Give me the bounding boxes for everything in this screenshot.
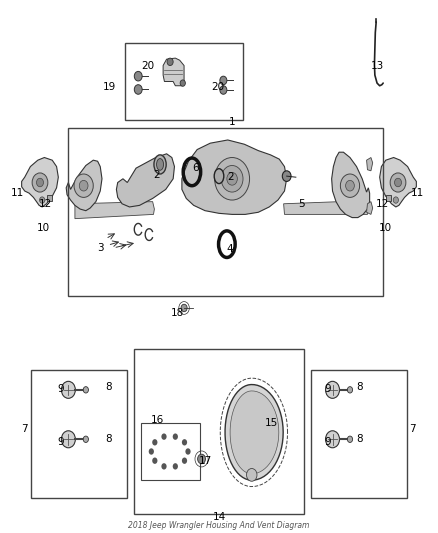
- Text: 13: 13: [371, 61, 384, 70]
- Circle shape: [390, 173, 406, 192]
- Circle shape: [393, 197, 399, 203]
- Text: 9: 9: [58, 437, 64, 447]
- Circle shape: [185, 448, 191, 455]
- Circle shape: [36, 178, 43, 187]
- Text: 8: 8: [356, 382, 363, 392]
- Circle shape: [39, 197, 45, 203]
- Circle shape: [152, 439, 157, 446]
- Circle shape: [182, 457, 187, 464]
- Text: 9: 9: [324, 437, 331, 447]
- Text: 5: 5: [299, 199, 305, 209]
- Text: 12: 12: [39, 199, 52, 209]
- Circle shape: [347, 436, 353, 442]
- Text: 2: 2: [154, 170, 160, 180]
- Text: 2018 Jeep Wrangler Housing And Vent Diagram: 2018 Jeep Wrangler Housing And Vent Diag…: [128, 521, 310, 530]
- Polygon shape: [380, 158, 417, 207]
- Circle shape: [220, 86, 227, 94]
- Text: 3: 3: [97, 243, 103, 253]
- Circle shape: [283, 171, 291, 181]
- Text: 8: 8: [106, 382, 112, 392]
- Text: 9: 9: [324, 384, 331, 394]
- Circle shape: [215, 158, 250, 200]
- Bar: [134, 349, 304, 514]
- Circle shape: [173, 433, 178, 440]
- FancyBboxPatch shape: [46, 195, 52, 200]
- Text: 14: 14: [212, 512, 226, 522]
- Circle shape: [83, 436, 88, 442]
- Bar: [125, 43, 243, 120]
- Polygon shape: [182, 140, 287, 214]
- Circle shape: [340, 174, 360, 197]
- Polygon shape: [332, 152, 370, 217]
- Circle shape: [32, 173, 48, 192]
- Text: 1: 1: [229, 117, 235, 127]
- Text: 9: 9: [58, 384, 64, 394]
- Text: 7: 7: [21, 424, 28, 434]
- Bar: [68, 128, 383, 296]
- Circle shape: [181, 304, 187, 312]
- Circle shape: [346, 180, 354, 191]
- Circle shape: [161, 463, 166, 470]
- Text: 16: 16: [150, 415, 164, 425]
- Text: 8: 8: [106, 434, 112, 445]
- Text: 2: 2: [227, 172, 234, 182]
- Polygon shape: [117, 154, 174, 207]
- Circle shape: [173, 463, 178, 470]
- Text: 7: 7: [409, 424, 416, 434]
- Polygon shape: [225, 384, 283, 480]
- Text: 8: 8: [356, 434, 363, 445]
- Circle shape: [325, 381, 339, 398]
- Circle shape: [198, 454, 205, 464]
- Circle shape: [325, 431, 339, 448]
- Text: 10: 10: [37, 223, 50, 233]
- Polygon shape: [21, 158, 58, 207]
- Circle shape: [83, 386, 88, 393]
- Circle shape: [167, 58, 173, 66]
- Bar: [141, 423, 200, 480]
- Text: 6: 6: [193, 163, 199, 173]
- Circle shape: [161, 433, 166, 440]
- Circle shape: [134, 71, 142, 81]
- Polygon shape: [284, 200, 369, 214]
- Circle shape: [220, 76, 227, 85]
- Circle shape: [395, 178, 402, 187]
- Text: 12: 12: [376, 199, 389, 209]
- Circle shape: [180, 80, 185, 86]
- Bar: [311, 370, 407, 498]
- Circle shape: [227, 172, 237, 185]
- Circle shape: [61, 431, 75, 448]
- Polygon shape: [163, 58, 184, 86]
- Circle shape: [182, 439, 187, 446]
- Polygon shape: [230, 391, 279, 474]
- Circle shape: [79, 180, 88, 191]
- Text: 4: 4: [226, 245, 233, 254]
- Text: 18: 18: [171, 308, 184, 318]
- Polygon shape: [367, 158, 373, 171]
- Circle shape: [247, 469, 257, 481]
- Circle shape: [221, 165, 243, 192]
- Circle shape: [149, 448, 154, 455]
- Circle shape: [347, 386, 353, 393]
- Ellipse shape: [154, 155, 166, 174]
- Ellipse shape: [214, 168, 224, 183]
- Bar: [31, 370, 127, 498]
- Circle shape: [61, 381, 75, 398]
- Ellipse shape: [156, 159, 163, 170]
- Text: 10: 10: [378, 223, 392, 233]
- Polygon shape: [66, 160, 102, 211]
- Text: 20: 20: [212, 82, 225, 92]
- Text: 15: 15: [265, 418, 278, 429]
- Text: 20: 20: [142, 61, 155, 70]
- Circle shape: [74, 174, 93, 197]
- Text: 11: 11: [11, 188, 24, 198]
- Polygon shape: [75, 201, 154, 219]
- Circle shape: [152, 457, 157, 464]
- Circle shape: [134, 85, 142, 94]
- Polygon shape: [367, 201, 373, 214]
- Text: 19: 19: [102, 82, 116, 92]
- Text: 11: 11: [411, 188, 424, 198]
- Text: 17: 17: [198, 456, 212, 465]
- FancyBboxPatch shape: [386, 195, 392, 200]
